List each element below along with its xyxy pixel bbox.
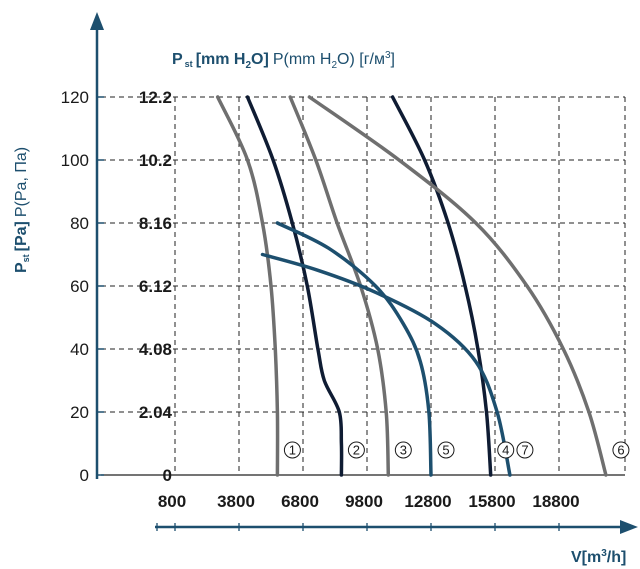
curve-tags: 1 2 3 4 5 6 7 — [283, 441, 630, 459]
y-tick-label-pa: 40 — [70, 340, 89, 359]
y-tick-label-pa: 20 — [70, 403, 89, 422]
curve-tag-label: 4 — [502, 443, 509, 458]
series-line-7 — [260, 252, 512, 477]
curve-tag-label: 2 — [353, 443, 360, 458]
series-line-2 — [245, 95, 344, 477]
curve-tag-label: 5 — [442, 443, 449, 458]
x-tick-label: 15800 — [468, 492, 515, 511]
y-axis-label: Pst[Pa]P(Pa, Па) — [13, 147, 31, 273]
x-axis-arrow — [620, 520, 638, 534]
y-tick-label-mm: 0 — [163, 466, 172, 485]
curve-tag-circle — [497, 441, 515, 459]
y-axis-arrow — [90, 12, 104, 30]
y-tick-label-mm: 8.16 — [139, 214, 172, 233]
y-tick-label-pa: 60 — [70, 277, 89, 296]
curve-tag-circle — [516, 441, 534, 459]
axes — [90, 12, 638, 534]
series-line-4 — [390, 95, 493, 477]
x-tick-label: 18800 — [532, 492, 579, 511]
series-line-5 — [275, 221, 433, 477]
tick-labels: 120 100 80 60 40 20 0 12.2 10.2 8.16 6.12 4.08 2.04 0… — [61, 88, 580, 511]
curve-tag-label: 6 — [617, 443, 624, 458]
series-group — [215, 95, 608, 477]
curve-tag-label: 7 — [521, 443, 528, 458]
curve-tag-circle — [612, 441, 630, 459]
curve-tag-circle — [347, 441, 365, 459]
curve-tag-circle — [437, 441, 455, 459]
y-tick-label-mm: 10.2 — [139, 151, 172, 170]
x-tick-label: 12800 — [404, 492, 451, 511]
y-tick-label-mm: 2.04 — [139, 403, 173, 422]
x-tick-label: 800 — [158, 492, 186, 511]
curve-tag-circle — [394, 441, 412, 459]
y-tick-label-mm: 4.08 — [139, 340, 172, 359]
series-line-6 — [307, 95, 608, 477]
curve-tag-label: 1 — [289, 443, 296, 458]
y-tick-label-pa: 100 — [61, 151, 89, 170]
y-tick-label-pa: 120 — [61, 88, 89, 107]
y-tick-label-pa: 80 — [70, 214, 89, 233]
x-tick-label: 6800 — [281, 492, 319, 511]
y-tick-label-mm: 12.2 — [139, 88, 172, 107]
x-tick-label: 9800 — [345, 492, 383, 511]
y-tick-label-mm: 6.12 — [139, 277, 172, 296]
series-line-1 — [215, 95, 280, 477]
curve-tag-circle — [283, 441, 301, 459]
x-tick-label: 3800 — [217, 492, 255, 511]
x-axis-label: V[m3/h] — [571, 548, 626, 566]
y-tick-label-pa: 0 — [80, 466, 89, 485]
curve-tag-label: 3 — [400, 443, 407, 458]
